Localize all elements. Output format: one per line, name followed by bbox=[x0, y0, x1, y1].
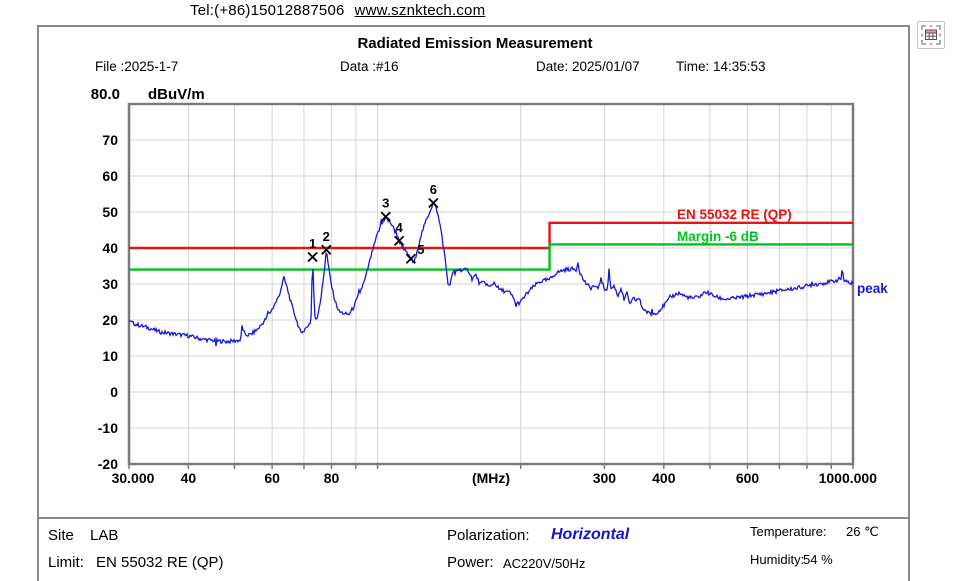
tel-text: Tel:(+86)15012887506 bbox=[190, 2, 345, 19]
humidity-value: 54 % bbox=[803, 552, 833, 567]
power-label: Power: bbox=[447, 554, 494, 571]
y-tick-label: -10 bbox=[98, 420, 118, 436]
y-axis-max-label: 80.0 bbox=[91, 86, 120, 103]
website-link[interactable]: www.sznktech.com bbox=[354, 2, 486, 19]
plot-border bbox=[127, 102, 855, 466]
margin-line bbox=[129, 243, 853, 271]
meta-data: Data :#16 bbox=[340, 59, 399, 74]
y-tick-label: 40 bbox=[102, 240, 118, 256]
trace-peak-label: peak bbox=[857, 281, 888, 296]
contact-header: Tel:(+86)15012887506 www.sznktech.com bbox=[190, 2, 485, 19]
marker-x-icon bbox=[321, 244, 332, 255]
x-tick-label: 600 bbox=[736, 470, 760, 486]
x-tick-label: 80 bbox=[324, 470, 340, 486]
power-value: AC220V/50Hz bbox=[503, 556, 586, 571]
meta-file: File :2025-1-7 bbox=[95, 59, 179, 74]
table-capture-icon bbox=[920, 24, 942, 46]
footer-divider bbox=[39, 517, 910, 519]
limit-value: EN 55032 RE (QP) bbox=[96, 554, 224, 571]
x-tick-label: 1000.000 bbox=[819, 470, 878, 486]
limit-line-label: EN 55032 RE (QP) bbox=[677, 207, 792, 222]
meta-time: Time: 14:35:53 bbox=[676, 59, 766, 74]
report-frame bbox=[37, 25, 910, 581]
temperature-value: 26 ℃ bbox=[846, 524, 879, 539]
temperature-label: Temperature: bbox=[750, 524, 827, 539]
marker-number: 2 bbox=[323, 229, 330, 244]
marker-x-icon bbox=[393, 235, 405, 246]
x-tick-label: 30.000 bbox=[112, 470, 155, 486]
marker-number: 5 bbox=[417, 242, 424, 257]
x-tick-label: 400 bbox=[652, 470, 676, 486]
limit-line-qp bbox=[129, 221, 853, 250]
margin-line-label: Margin -6 dB bbox=[677, 229, 759, 244]
humidity-label: Humidity: bbox=[750, 552, 805, 567]
y-tick-label: 10 bbox=[102, 348, 118, 364]
peak-marker: 5 bbox=[405, 242, 424, 264]
x-tick-label: 300 bbox=[593, 470, 617, 486]
marker-x-icon bbox=[405, 253, 417, 264]
peak-marker: 2 bbox=[321, 229, 332, 255]
y-tick-label: 0 bbox=[110, 384, 118, 400]
chart-title: Radiated Emission Measurement bbox=[357, 35, 593, 52]
peak-marker: 6 bbox=[428, 182, 439, 209]
meta-date: Date: 2025/01/07 bbox=[536, 59, 640, 74]
emission-chart: EN 55032 RE (QP) Margin -6 dB peak 1 2 345 6 80… bbox=[91, 86, 888, 486]
x-tick-label: 40 bbox=[181, 470, 197, 486]
capture-table-button[interactable] bbox=[917, 21, 945, 49]
y-tick-label: 50 bbox=[102, 204, 118, 220]
marker-number: 1 bbox=[309, 236, 316, 251]
y-tick-label: 20 bbox=[102, 312, 118, 328]
marker-number: 3 bbox=[382, 196, 389, 211]
peak-marker: 3 bbox=[380, 196, 391, 222]
peak-marker: 1 bbox=[307, 236, 318, 263]
y-tick-label: 30 bbox=[102, 276, 118, 292]
marker-number: 4 bbox=[396, 220, 404, 235]
site-label: Site bbox=[48, 527, 74, 544]
y-tick-label: 60 bbox=[102, 168, 118, 184]
peak-marker: 4 bbox=[393, 220, 405, 246]
y-tick-label: 70 bbox=[102, 132, 118, 148]
polarization-value: Horizontal bbox=[551, 526, 630, 543]
marker-x-icon bbox=[428, 197, 439, 209]
x-axis-unit-label: (MHz) bbox=[472, 470, 510, 486]
marker-x-icon bbox=[307, 251, 318, 263]
limit-label: Limit: bbox=[48, 554, 84, 571]
site-value: LAB bbox=[90, 527, 119, 544]
marker-x-icon bbox=[380, 211, 391, 222]
polarization-label: Polarization: bbox=[447, 527, 530, 544]
x-tick-label: 60 bbox=[264, 470, 280, 486]
y-tick-label: -20 bbox=[98, 456, 118, 472]
emission-trace bbox=[128, 202, 854, 347]
y-axis-unit-label: dBuV/m bbox=[148, 86, 205, 103]
marker-number: 6 bbox=[430, 182, 437, 197]
